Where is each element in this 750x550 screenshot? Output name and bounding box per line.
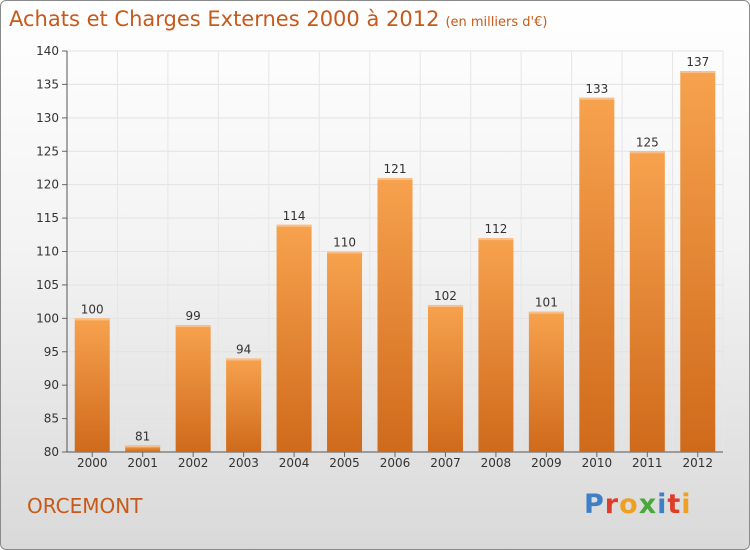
x-tick-label: 2011 (632, 456, 663, 470)
bar-2009 (528, 311, 564, 452)
bar-2008 (478, 238, 514, 452)
proxiti-logo[interactable]: Proxiti (584, 489, 692, 520)
y-tick-label: 115 (36, 211, 59, 225)
bar-highlight (680, 71, 716, 74)
value-label: 94 (236, 342, 251, 356)
x-tick-label: 2008 (481, 456, 512, 470)
bar-2003 (226, 358, 262, 452)
value-label: 125 (636, 135, 659, 149)
bar-highlight (579, 97, 615, 100)
logo-letter: r (604, 489, 620, 520)
x-tick-label: 2005 (329, 456, 360, 470)
x-tick-label: 2003 (228, 456, 259, 470)
y-tick-label: 100 (36, 311, 59, 325)
y-tick-label: 110 (36, 245, 59, 259)
y-tick-label: 85 (44, 412, 59, 426)
x-tick-label: 2009 (531, 456, 562, 470)
bar-highlight (478, 238, 514, 241)
value-label: 81 (135, 429, 150, 443)
logo-letter: i (681, 489, 692, 520)
value-label: 114 (283, 209, 306, 223)
y-tick-label: 95 (44, 345, 59, 359)
bar-highlight (528, 311, 564, 314)
bar-2010 (579, 97, 615, 453)
x-tick-label: 2012 (682, 456, 713, 470)
bar-highlight (74, 318, 110, 321)
commune-name: ORCEMONT (27, 494, 143, 518)
bar-2001 (125, 445, 161, 452)
logo-letter: P (584, 489, 605, 520)
chart-title: Achats et Charges Externes 2000 à 2012 (e… (9, 7, 547, 31)
y-tick-label: 125 (36, 144, 59, 158)
x-tick-label: 2002 (178, 456, 209, 470)
bar-2007 (427, 304, 463, 452)
bar-2002 (175, 325, 211, 452)
label-layer: 100 81 99 94 114 110 121 102 112 101 133 125 137 (81, 55, 709, 443)
bar-highlight (629, 151, 665, 154)
x-tick-label: 2001 (127, 456, 158, 470)
bar-2004 (276, 224, 312, 452)
bar-highlight (226, 358, 262, 361)
logo-letter: i (657, 489, 668, 520)
logo-letter: o (619, 489, 639, 520)
value-label: 102 (434, 289, 457, 303)
value-label: 99 (186, 309, 201, 323)
x-tick-label: 2000 (77, 456, 108, 470)
bar-2005 (327, 251, 363, 452)
logo-letter: x (638, 489, 658, 520)
x-tick-label: 2004 (279, 456, 310, 470)
value-label: 101 (535, 296, 558, 310)
x-tick-label: 2007 (430, 456, 461, 470)
y-tick-label: 135 (36, 77, 59, 91)
x-tick-label: 2010 (582, 456, 613, 470)
bar-highlight (125, 445, 161, 448)
value-label: 110 (333, 236, 356, 250)
bar-layer (74, 71, 716, 453)
x-tick-label: 2006 (380, 456, 411, 470)
y-tick-label: 80 (44, 445, 59, 459)
y-tick-label: 140 (36, 44, 59, 58)
logo-letter: t (667, 489, 682, 520)
value-label: 137 (686, 55, 709, 69)
y-tick-label: 130 (36, 111, 59, 125)
y-tick-label: 120 (36, 178, 59, 192)
bar-highlight (276, 224, 312, 227)
y-tick-label: 105 (36, 278, 59, 292)
y-tick-label: 90 (44, 378, 59, 392)
value-label: 112 (484, 222, 507, 236)
chart-title-text: Achats et Charges Externes 2000 à 2012 (9, 7, 440, 31)
bar-2011 (629, 151, 665, 452)
bar-highlight (175, 325, 211, 328)
chart-subtitle: (en milliers d'€) (445, 15, 548, 30)
bar-2000 (74, 318, 110, 452)
value-label: 121 (384, 162, 407, 176)
bar-2006 (377, 177, 413, 452)
value-label: 100 (81, 302, 104, 316)
value-label: 133 (585, 82, 608, 96)
bar-highlight (327, 251, 363, 254)
bar-highlight (377, 177, 413, 180)
bar-highlight (427, 304, 463, 307)
bar-2012 (680, 71, 716, 453)
